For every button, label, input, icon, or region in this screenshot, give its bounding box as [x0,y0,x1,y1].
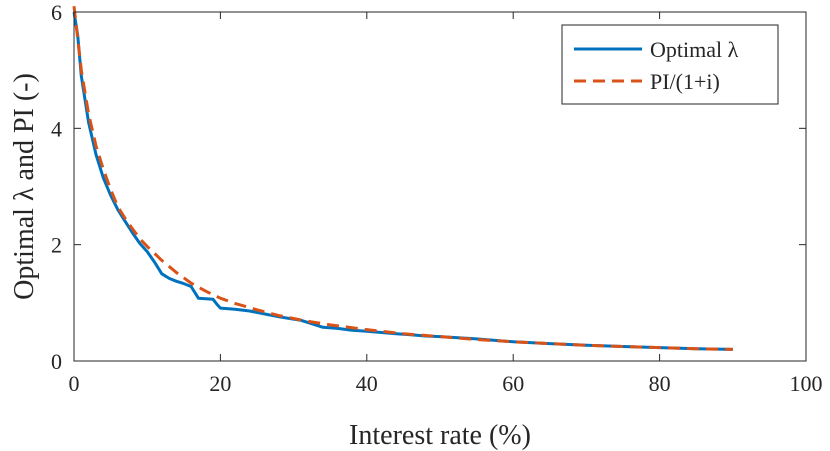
axes-box [73,11,807,362]
ticks-layer: 0 20 40 60 80 100 0 2 4 6 [51,0,823,396]
legend-label-pi-over-1-plus-i: PI/(1+i) [650,69,720,94]
y-tick-label: 6 [51,0,62,25]
x-axis-label: Interest rate (%) [349,420,531,451]
x-tick-label: 40 [356,371,378,396]
x-tick-label: 60 [502,371,524,396]
legend-box [561,24,779,105]
y-tick-label: 2 [51,233,62,258]
x-tick-label: 0 [69,371,80,396]
y-axis-label: Optimal λ and PI (-) [9,73,40,300]
series-layer [72,6,733,351]
series-line-1 [72,6,733,351]
y-tick-label: 4 [51,116,62,141]
x-tick-label: 20 [209,371,231,396]
x-tick-label: 100 [790,371,823,396]
legend: Optimal λ PI/(1+i) [561,24,779,105]
legend-label-optimal-lambda: Optimal λ [650,37,739,62]
x-tick-label: 80 [649,371,671,396]
y-tick-label: 0 [51,349,62,374]
